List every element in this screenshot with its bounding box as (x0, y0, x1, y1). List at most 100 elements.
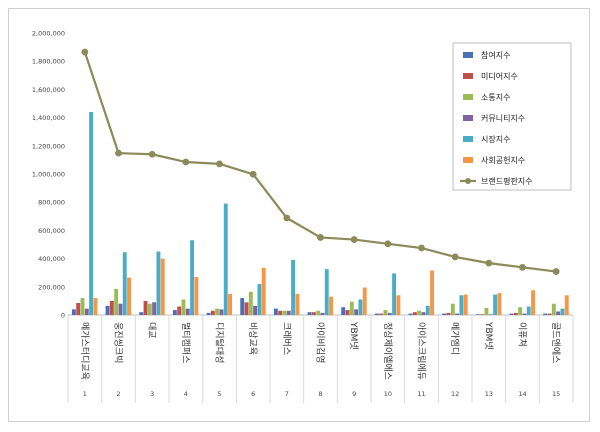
y-tick-label: 2,000,000 (32, 30, 65, 38)
point-브랜드평판지수 (81, 48, 89, 56)
bar-사회공헌지수 (228, 293, 232, 315)
bar-참여지수 (509, 313, 514, 315)
bar-참여지수 (543, 313, 548, 315)
legend-swatch-미디어지수 (463, 73, 473, 79)
bar-미디어지수 (345, 310, 350, 315)
category-label: 비상교육 (247, 322, 258, 355)
category-label: 웅진씽크빅 (113, 322, 124, 363)
y-tick-label: 600,000 (38, 227, 65, 235)
bar-미디어지수 (210, 310, 215, 315)
bar-시장지수 (358, 299, 363, 315)
category-index: 2 (116, 390, 120, 398)
bar-소통지수 (518, 307, 523, 315)
y-tick-label: 1,800,000 (32, 58, 65, 66)
bar-사회공헌지수 (160, 258, 165, 315)
category-label: 이퓨쳐 (517, 322, 529, 347)
bar-커뮤니티지수 (118, 303, 123, 315)
bar-참여지수 (307, 312, 312, 315)
point-브랜드평판지수 (148, 150, 156, 158)
bar-시장지수 (257, 283, 262, 315)
bar-커뮤니티지수 (387, 312, 392, 315)
bar-소통지수 (147, 303, 152, 315)
bar-참여지수 (105, 305, 110, 315)
bar-커뮤니티지수 (522, 313, 527, 315)
category-index: 9 (352, 390, 356, 398)
category-label: YBM넷 (483, 321, 494, 350)
bar-소통지수 (80, 298, 85, 315)
category-index: 1 (83, 390, 87, 398)
category-index: 13 (485, 390, 493, 398)
legend-label: 소통지수 (481, 93, 510, 102)
bar-사회공헌지수 (295, 293, 300, 315)
bar-미디어지수 (278, 310, 283, 315)
bar-사회공헌지수 (362, 287, 367, 315)
category-index: 3 (150, 390, 154, 398)
bar-커뮤니티지수 (421, 312, 426, 315)
category-index: 10 (384, 390, 392, 398)
category-label: 대교 (146, 322, 157, 339)
bar-커뮤니티지수 (556, 311, 561, 315)
legend-swatch-사회공헌지수 (463, 157, 473, 163)
category-label: 크레버스 (281, 322, 292, 355)
bar-사회공헌지수 (430, 270, 434, 315)
bar-미디어지수 (480, 314, 485, 315)
y-tick-label: 1,600,000 (32, 86, 65, 94)
category-label: 디지털대성 (214, 322, 226, 363)
bar-미디어지수 (412, 312, 417, 315)
bar-소통지수 (248, 291, 253, 315)
point-브랜드평판지수 (115, 149, 122, 157)
y-tick-label: 0 (61, 312, 65, 320)
category-label: 메가엠디 (449, 322, 461, 355)
bar-참여지수 (206, 312, 211, 315)
category-index: 14 (518, 390, 526, 398)
bar-참여지수 (139, 312, 144, 315)
bar-커뮤니티지수 (354, 309, 359, 315)
legend-swatch-marker (465, 178, 471, 184)
bar-시장지수 (122, 252, 127, 315)
bar-사회공헌지수 (93, 298, 98, 315)
bar-참여지수 (71, 309, 76, 315)
bar-미디어지수 (109, 300, 114, 315)
bar-사회공헌지수 (463, 294, 468, 315)
bar-미디어지수 (446, 312, 451, 315)
bar-시장지수 (526, 306, 531, 315)
bar-참여지수 (442, 313, 447, 315)
bar-참여지수 (341, 307, 346, 315)
legend-label: 시장지수 (481, 134, 510, 144)
bar-참여지수 (273, 308, 278, 315)
bar-시장지수 (425, 305, 430, 315)
bar-사회공헌지수 (127, 277, 131, 315)
y-tick-label: 200,000 (38, 283, 65, 291)
bar-커뮤니티지수 (455, 313, 460, 315)
bar-미디어지수 (311, 312, 316, 315)
legend-label: 사회공헌지수 (481, 156, 525, 165)
bar-사회공헌지수 (497, 293, 502, 315)
category-index: 4 (184, 390, 188, 398)
category-index: 15 (552, 390, 560, 398)
bar-미디어지수 (76, 303, 81, 315)
bar-미디어지수 (513, 312, 518, 315)
bar-소통지수 (417, 310, 422, 315)
bar-시장지수 (291, 260, 296, 315)
category-label: 아이스크림에듀 (416, 322, 428, 380)
bar-시장지수 (190, 240, 195, 315)
category-label: 정상제이엘에스 (382, 322, 393, 380)
bar-커뮤니티지수 (320, 312, 325, 315)
bar-미디어지수 (143, 300, 148, 315)
bar-참여지수 (240, 298, 245, 315)
bar-참여지수 (475, 314, 480, 315)
bar-사회공헌지수 (531, 290, 535, 315)
legend-swatch-참여지수 (463, 52, 473, 58)
bar-시장지수 (89, 111, 94, 316)
category-index: 12 (451, 390, 459, 398)
point-브랜드평판지수 (216, 160, 223, 168)
bar-참여지수 (172, 310, 177, 315)
legend-label: 미디어지수 (481, 71, 518, 81)
point-브랜드평판지수 (418, 244, 425, 252)
bar-시장지수 (223, 203, 228, 315)
category-label: 골드앤에스 (550, 322, 561, 363)
bar-사회공헌지수 (396, 295, 401, 315)
point-브랜드평판지수 (552, 268, 560, 275)
category-index: 6 (251, 390, 255, 398)
bar-미디어지수 (177, 306, 182, 315)
